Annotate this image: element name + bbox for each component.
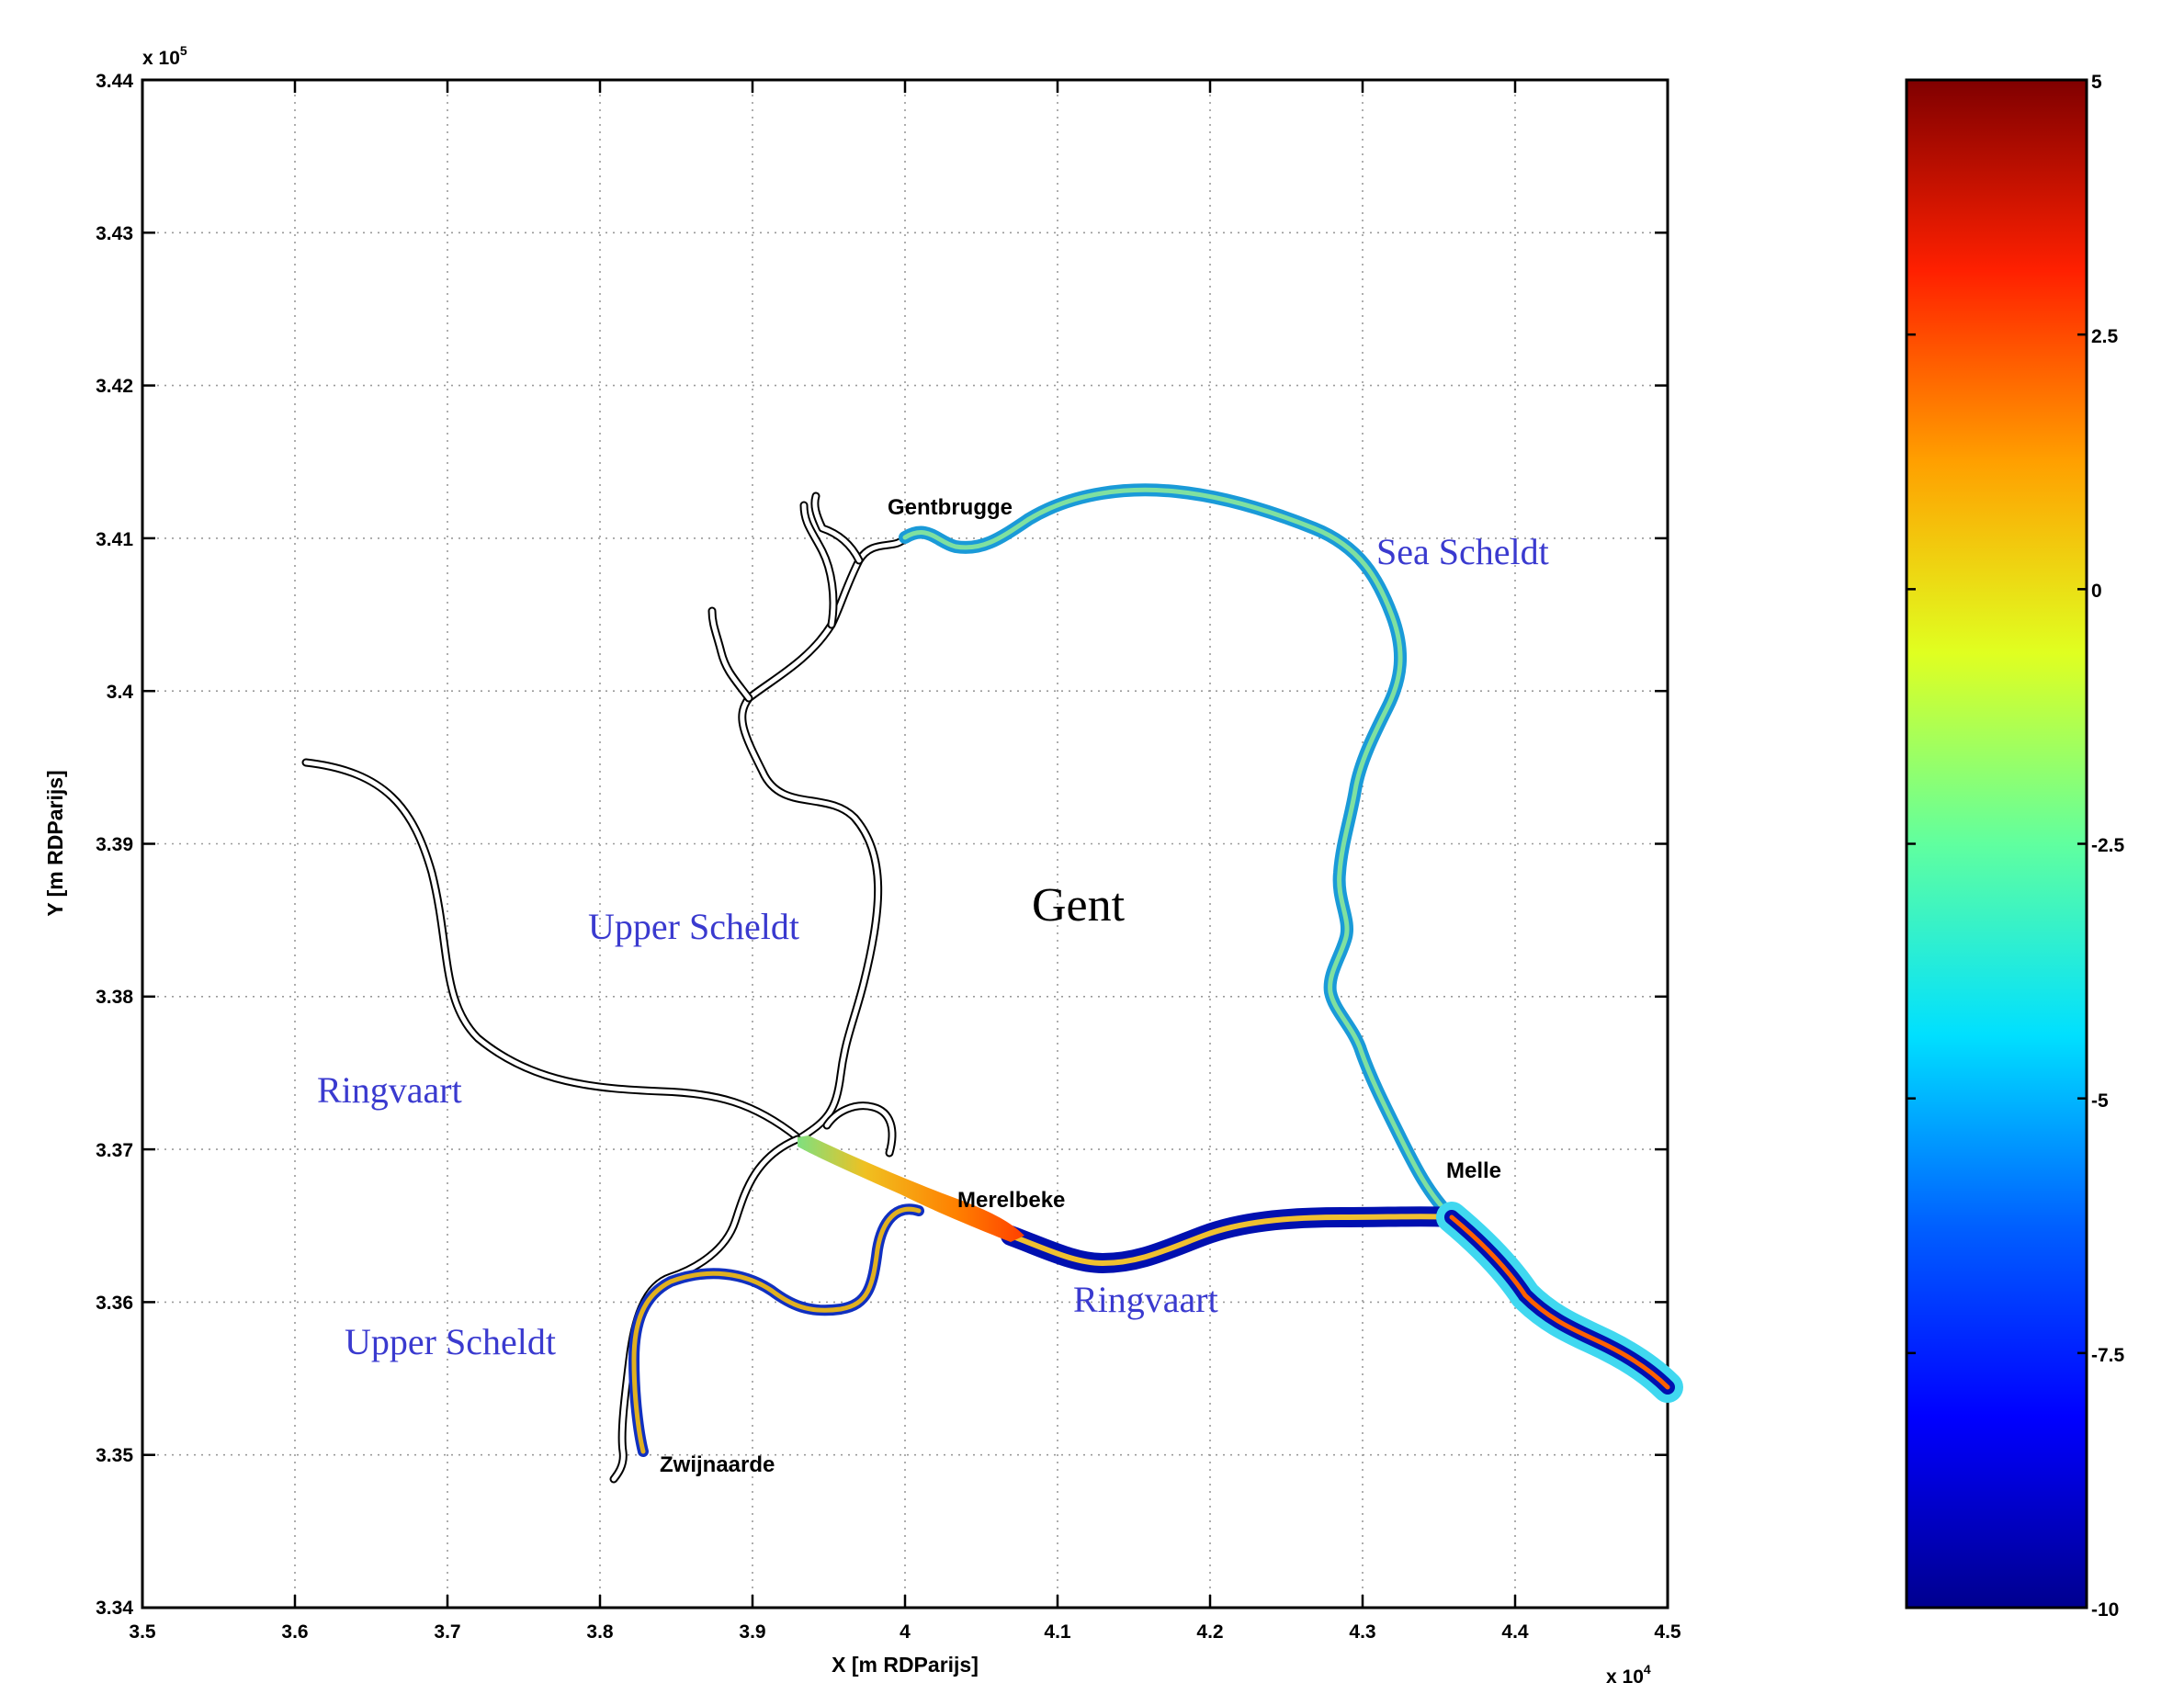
colorbar: 5 2.5 0 -2.5 -5 -7.5 -10 (1905, 72, 2125, 1621)
y-tick-label: 3.37 (96, 1140, 133, 1161)
y-tick-label: 3.44 (96, 71, 133, 92)
label-gent: Gent (1032, 879, 1126, 932)
y-tick-label: 3.42 (96, 376, 133, 397)
grid-lines (142, 80, 1668, 1608)
upper-scheldt-north-branch-inner (709, 608, 752, 701)
y-tick-label: 3.35 (96, 1445, 133, 1466)
label-ringvaart-south: Ringvaart (1073, 1279, 1218, 1320)
y-tick-labels: 3.44 3.43 3.42 3.41 3.4 3.39 3.38 3.37 3… (96, 71, 133, 1619)
x-tick-label: 3.5 (129, 1621, 156, 1643)
colorbar-gradient (1905, 78, 2088, 1610)
colorbar-tick-label: 0 (2091, 581, 2102, 602)
colorbar-tick-label: -10 (2091, 1599, 2119, 1621)
colorbar-tick-label: -2.5 (2091, 835, 2125, 856)
label-ringvaart-west: Ringvaart (317, 1069, 462, 1111)
x-tick-label: 3.9 (739, 1621, 765, 1643)
y-tick-label: 3.34 (96, 1598, 133, 1619)
x-tick-labels: 3.5 3.6 3.7 3.8 3.9 4 4.1 4.2 4.3 4.4 4.… (129, 1621, 1681, 1643)
x-tick-label: 3.6 (281, 1621, 308, 1643)
upper-scheldt-south-colored-core (631, 1206, 922, 1454)
label-zwijnaarde: Zwijnaarde (660, 1452, 775, 1477)
colorbar-tick-label: 5 (2091, 72, 2102, 93)
sea-scheldt-channel-core (902, 487, 1454, 1220)
upper-scheldt-north-channel-inner (740, 535, 908, 1140)
y-tick-label: 3.4 (107, 682, 134, 703)
junction-loop-inner (824, 1103, 895, 1156)
merelbeke-channel (798, 1135, 1024, 1242)
y-tick-label: 3.39 (96, 834, 133, 855)
label-sea-scheldt: Sea Scheldt (1376, 531, 1549, 572)
x-axis-multiplier: x 104 (1606, 1662, 1651, 1683)
label-merelbeke: Merelbeke (957, 1188, 1065, 1213)
x-tick-label: 4.1 (1044, 1621, 1071, 1643)
x-tick-label: 4.4 (1501, 1621, 1529, 1643)
gentbrugge-branch-1-inner (801, 503, 836, 627)
gentbrugge-branch-2-inner (812, 493, 862, 563)
y-tick-label: 3.41 (96, 529, 133, 550)
y-tick-label: 3.38 (96, 987, 133, 1008)
label-upper-scheldt-south: Upper Scheldt (345, 1321, 556, 1362)
x-tick-label: 4 (900, 1621, 911, 1643)
tick-marks (141, 78, 1669, 1610)
ringvaart-west-channel-inner (303, 760, 800, 1140)
colorbar-tick-label: 2.5 (2091, 326, 2119, 347)
x-tick-label: 3.7 (434, 1621, 460, 1643)
y-tick-label: 3.36 (96, 1293, 133, 1314)
x-tick-label: 3.8 (586, 1621, 614, 1643)
label-melle: Melle (1446, 1158, 1501, 1183)
colorbar-tick-label: -7.5 (2091, 1345, 2125, 1366)
y-tick-label: 3.43 (96, 223, 133, 244)
downstream-scheldt-core (1449, 1214, 1670, 1390)
label-upper-scheldt-north: Upper Scheldt (588, 906, 799, 947)
x-tick-label: 4.5 (1654, 1621, 1681, 1643)
colorbar-tick-marks (1907, 78, 2087, 1610)
label-gentbrugge: Gentbrugge (888, 495, 1013, 520)
x-axis-label: X [m RDParijs] (832, 1653, 979, 1677)
y-axis-label: Y [m RDParijs] (43, 770, 67, 916)
x-tick-label: 4.3 (1349, 1621, 1375, 1643)
ringvaart-south-channel-core (1008, 1214, 1454, 1266)
y-axis-multiplier: x 105 (142, 43, 187, 69)
colored-bathymetry-channels (628, 483, 1683, 1457)
x-tick-label: 4.2 (1196, 1621, 1223, 1643)
colorbar-tick-label: -5 (2091, 1090, 2109, 1112)
